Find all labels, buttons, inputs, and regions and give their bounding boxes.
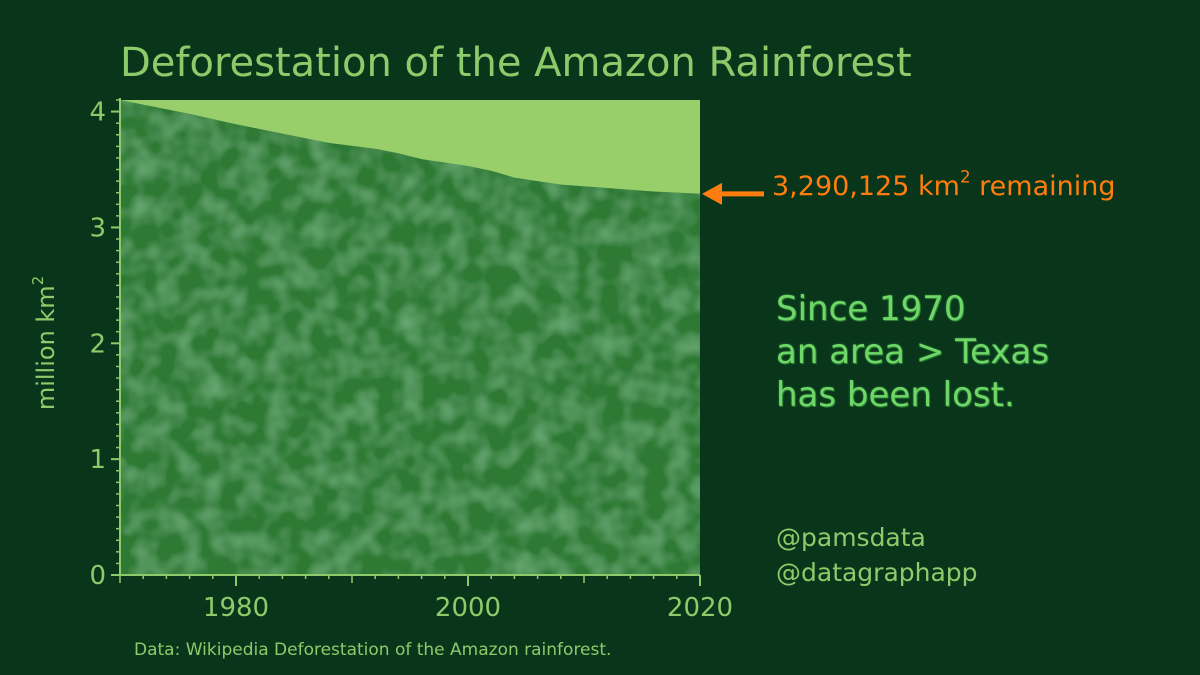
key-message: Since 1970 an area > Texas has been lost… bbox=[776, 288, 1049, 417]
message-line-3: has been lost. bbox=[776, 375, 1015, 415]
axes: 0 1 2 3 4 1980 2000 2020 bbox=[89, 98, 733, 623]
y-tick-label: 1 bbox=[89, 445, 106, 475]
x-tick-label: 2000 bbox=[435, 593, 501, 623]
y-tick-label: 3 bbox=[89, 213, 106, 243]
y-tick-label: 0 bbox=[89, 561, 106, 591]
callout-arrow bbox=[702, 182, 764, 205]
callout-arrow-head bbox=[702, 182, 722, 205]
x-tick-label: 2020 bbox=[667, 593, 733, 623]
y-axis-label-text: million km bbox=[32, 285, 60, 411]
y-tick-label: 4 bbox=[89, 98, 106, 128]
forest-area bbox=[120, 100, 700, 575]
remaining-value: 3,290,125 km bbox=[772, 171, 960, 202]
x-tick-label: 1980 bbox=[203, 593, 269, 623]
remaining-annotation: 3,290,125 km2 remaining bbox=[772, 168, 1116, 202]
remaining-suffix: remaining bbox=[970, 171, 1116, 202]
credits: @pamsdata @datagraphapp bbox=[776, 520, 978, 590]
message-line-2: an area > Texas bbox=[776, 332, 1050, 372]
y-tick-label: 2 bbox=[89, 329, 106, 359]
credit-handle-2: @datagraphapp bbox=[776, 558, 978, 587]
data-source-note: Data: Wikipedia Deforestation of the Ama… bbox=[134, 640, 612, 660]
message-line-1: Since 1970 bbox=[776, 289, 966, 329]
credit-handle-1: @pamsdata bbox=[776, 523, 926, 552]
y-axis-label: million km2 bbox=[28, 275, 60, 411]
y-axis-label-superscript: 2 bbox=[28, 275, 47, 286]
chart-title: Deforestation of the Amazon Rainforest bbox=[120, 40, 912, 86]
remaining-superscript: 2 bbox=[959, 166, 971, 187]
plot-area bbox=[120, 100, 700, 575]
